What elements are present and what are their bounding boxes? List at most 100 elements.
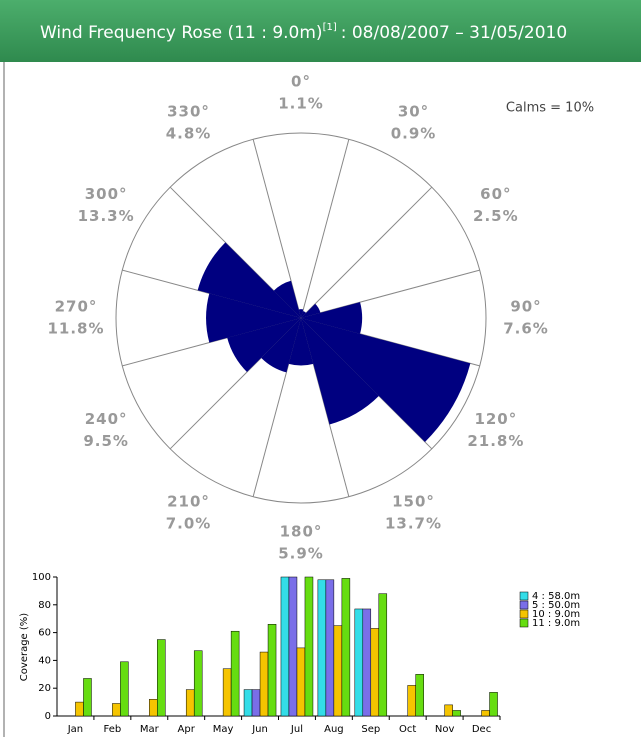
- bar: [222, 668, 232, 717]
- rose-wedge: [197, 242, 301, 318]
- rose-wedge: [227, 318, 301, 373]
- rose-wedge: [301, 302, 363, 334]
- bar: [120, 661, 129, 717]
- y-tick-label: 0: [45, 711, 51, 722]
- rose-spoke: [300, 317, 480, 367]
- value-label: 9.5%: [83, 432, 129, 450]
- bar: [267, 624, 277, 717]
- bar: [243, 689, 253, 717]
- title-sup: [1]: [323, 22, 337, 33]
- direction-label: 90°: [510, 298, 541, 316]
- rose-wedge: [288, 318, 314, 366]
- x-tick-label: Jul: [290, 724, 303, 735]
- title: Wind Frequency Rose (11 : 9.0m): [40, 23, 323, 43]
- direction-label: 150°: [392, 492, 435, 510]
- value-label: 0.9%: [391, 125, 437, 143]
- bar: [341, 578, 351, 717]
- rose-wedge: [301, 318, 379, 425]
- value-label: 13.7%: [385, 514, 442, 532]
- value-label: 7.6%: [503, 320, 549, 338]
- rose-wedge: [273, 280, 301, 318]
- bar: [83, 678, 92, 717]
- rose-wedge: [261, 318, 301, 373]
- x-tick-label: Dec: [472, 724, 491, 735]
- direction-label: 210°: [167, 492, 210, 510]
- bar: [259, 651, 269, 717]
- bar: [251, 689, 261, 717]
- bar: [362, 608, 372, 717]
- y-tick-label: 40: [38, 655, 51, 666]
- value-label: 1.1%: [278, 95, 324, 113]
- rose-spoke: [300, 186, 433, 319]
- y-tick-label: 100: [32, 572, 51, 583]
- legend-label: 5 : 50.0m: [532, 600, 580, 611]
- value-label: 11.8%: [47, 320, 104, 338]
- value-label: 2.5%: [473, 207, 519, 225]
- value-label: 4.8%: [166, 125, 212, 143]
- direction-label: 270°: [55, 298, 98, 316]
- x-tick-label: Aug: [324, 724, 344, 735]
- direction-label: 180°: [280, 523, 323, 541]
- value-label: 13.3%: [78, 207, 135, 225]
- bar: [193, 650, 203, 717]
- x-tick-label: Sep: [361, 724, 380, 735]
- bar: [378, 593, 388, 717]
- legend-swatch: [519, 618, 529, 628]
- rose-spoke: [300, 269, 480, 319]
- rose-wedge: [298, 309, 304, 318]
- x-tick-label: Jan: [67, 724, 83, 735]
- bar: [325, 579, 335, 717]
- calms: Calms = 10%: [506, 101, 594, 116]
- bar: [415, 674, 424, 717]
- direction-label: 240°: [85, 410, 128, 428]
- y-tick-label: 20: [38, 683, 51, 694]
- y-tick-label: 60: [38, 628, 51, 639]
- value-label: 7.0%: [166, 514, 212, 532]
- value-label: 21.8%: [467, 432, 524, 450]
- x-tick-label: May: [213, 724, 234, 735]
- bar: [75, 701, 84, 717]
- bar: [333, 625, 343, 717]
- bar: [304, 576, 314, 717]
- direction-label: 300°: [85, 185, 128, 203]
- bar: [317, 579, 327, 717]
- bar: [407, 685, 416, 717]
- x-tick-label: Oct: [399, 724, 416, 735]
- bar: [149, 699, 158, 717]
- header-bar: [0, 0, 641, 62]
- legend-label: 10 : 9.0m: [532, 609, 580, 620]
- direction-label: 120°: [474, 410, 517, 428]
- bar: [452, 710, 461, 717]
- rose-wedge: [301, 318, 471, 442]
- legend-swatch: [519, 600, 529, 610]
- direction-label: 30°: [398, 103, 429, 121]
- bar: [185, 689, 195, 717]
- bar: [157, 639, 166, 717]
- bar: [354, 608, 364, 717]
- bar: [370, 628, 380, 717]
- x-tick-label: Mar: [140, 724, 160, 735]
- direction-label: 330°: [167, 103, 210, 121]
- rose-spoke: [300, 139, 350, 319]
- x-tick-label: Jun: [251, 724, 268, 735]
- legend-swatch: [519, 609, 529, 619]
- bar: [280, 576, 290, 717]
- direction-label: 0°: [291, 73, 311, 91]
- bar: [296, 647, 306, 717]
- bar: [230, 630, 240, 717]
- y-tick-label: 80: [38, 600, 51, 611]
- header-title: Wind Frequency Rose (11 : 9.0m)[1] : 08/0…: [40, 22, 567, 43]
- value-label: 5.9%: [278, 545, 324, 563]
- bar: [489, 692, 498, 717]
- x-tick-label: Feb: [104, 724, 122, 735]
- legend-swatch: [519, 591, 529, 601]
- legend-label: 4 : 58.0m: [532, 591, 580, 602]
- rose-spoke: [252, 139, 302, 319]
- subtitle: : 08/08/2007 – 31/05/2010: [341, 23, 567, 43]
- bar: [288, 576, 298, 717]
- bar: [112, 703, 121, 717]
- bar: [481, 710, 490, 717]
- x-tick-label: Apr: [178, 724, 196, 735]
- rose-wedge: [301, 303, 321, 318]
